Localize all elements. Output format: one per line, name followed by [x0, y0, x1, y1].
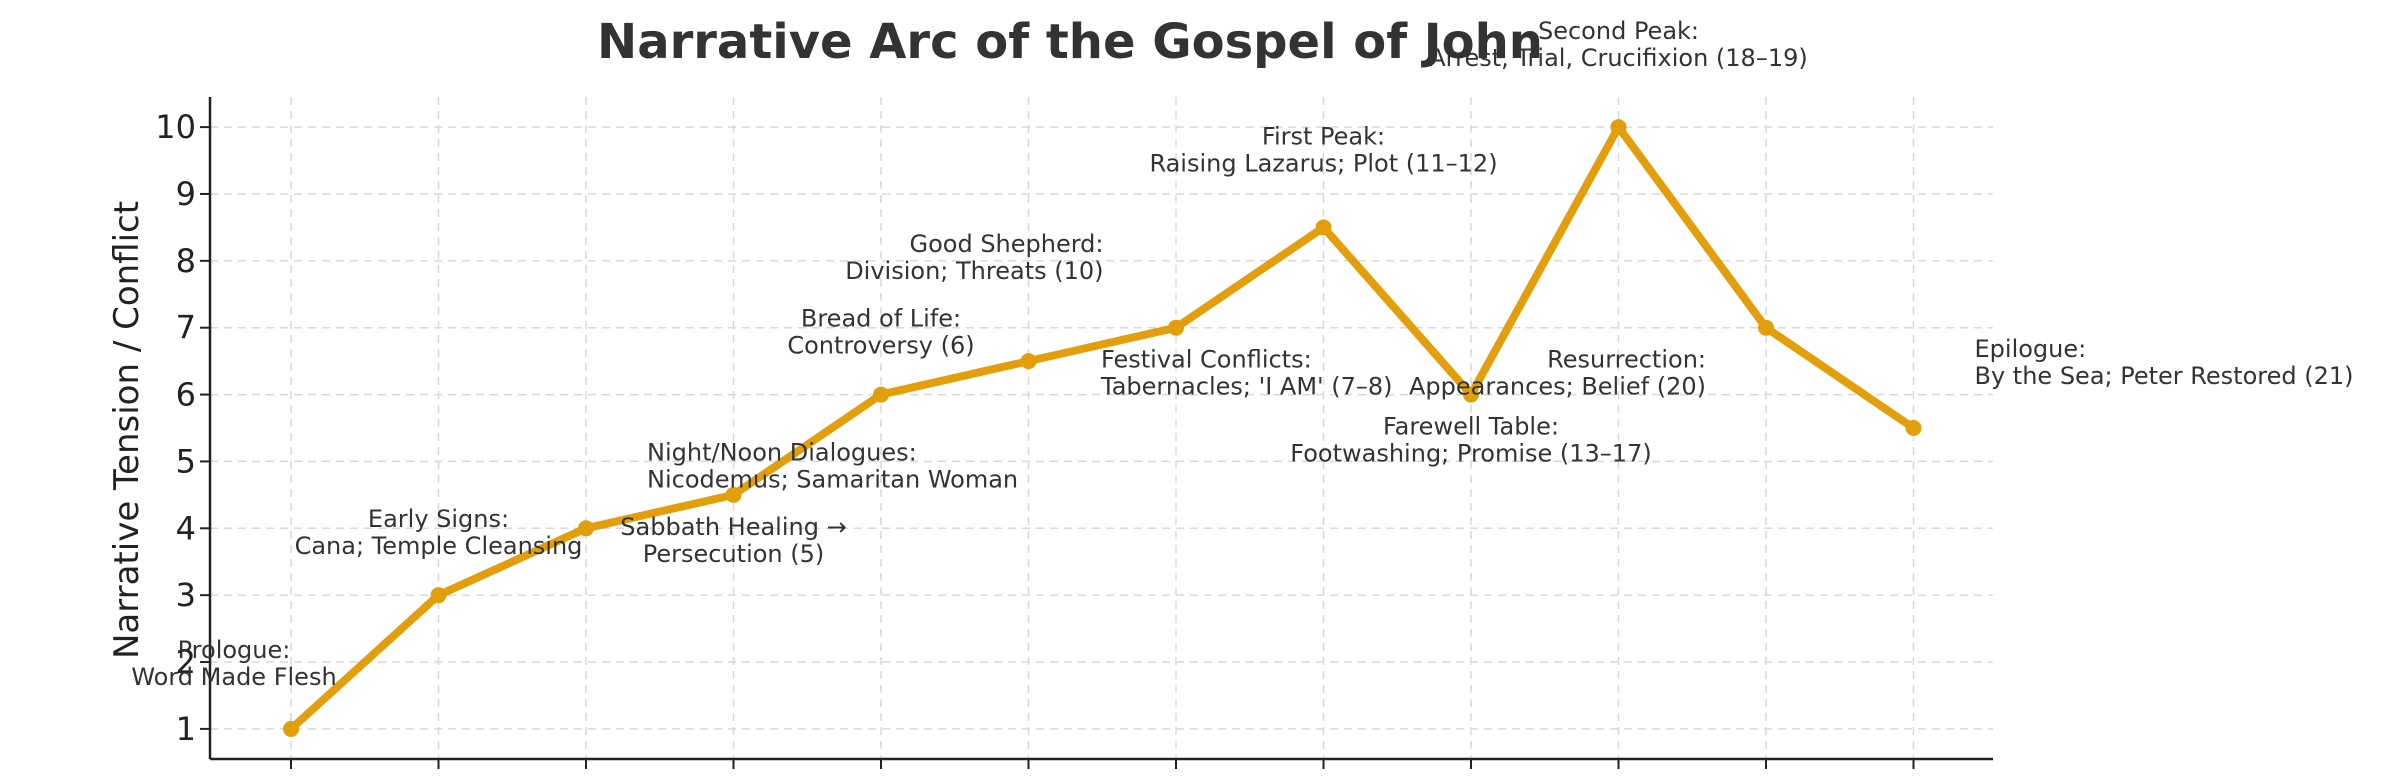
annotation-label: Persecution (5)	[643, 540, 825, 568]
data-point	[1463, 386, 1479, 403]
annotation-label: Raising Lazarus; Plot (11–12)	[1149, 149, 1497, 177]
annotation-label: Epilogue:	[1975, 335, 2087, 363]
grid-lines	[210, 97, 1993, 759]
y-tick-label: 3	[176, 576, 196, 614]
annotation-label: Resurrection:	[1547, 346, 1706, 374]
annotation-label: Controversy (6)	[787, 332, 974, 360]
y-tick-label: 4	[176, 509, 196, 547]
annotation-label: Prologue:	[178, 636, 291, 664]
y-tick-label: 7	[176, 309, 196, 347]
annotation-label: First Peak:	[1262, 122, 1385, 150]
annotation-label: Word Made Flesh	[131, 663, 336, 691]
annotation-label: Good Shepherd:	[909, 230, 1103, 258]
y-axis-label: Narrative Tension / Conflict	[107, 201, 147, 659]
y-tick-label: 9	[176, 175, 196, 213]
annotation-label: Tabernacles; 'I AM' (7–8)	[1100, 373, 1393, 401]
y-tick-label: 2	[176, 643, 196, 681]
annotation-label: Farewell Table:	[1383, 413, 1559, 441]
y-tick-label: 10	[155, 108, 196, 146]
y-tick-label: 1	[176, 710, 196, 748]
y-tick-label: 5	[176, 442, 196, 480]
data-point	[430, 587, 447, 604]
annotation-label: Appearances; Belief (20)	[1409, 373, 1706, 401]
annotation-label: Festival Conflicts:	[1101, 346, 1312, 374]
chart-title: Narrative Arc of the Gospel of John	[597, 14, 1543, 70]
data-point	[1020, 353, 1037, 370]
annotation-label: Early Signs:	[368, 505, 509, 533]
y-tick-label: 6	[176, 376, 196, 414]
annotation-label: Footwashing; Promise (13–17)	[1290, 440, 1651, 468]
data-points	[283, 119, 1922, 737]
annotations: Prologue:Word Made Flesh Early Signs:Cana…	[131, 17, 2353, 691]
series-line	[287, 123, 1918, 733]
data-point	[283, 720, 299, 737]
y-tick-labels: 1 2 3 4 5 6 7 8 9 10	[155, 108, 196, 748]
y-tick-label: 8	[176, 242, 196, 280]
data-point	[1758, 319, 1774, 336]
data-point	[1610, 119, 1627, 136]
annotation-label: By the Sea; Peter Restored (21)	[1975, 362, 2354, 390]
annotation-label: Night/Noon Dialogues:	[647, 438, 917, 466]
data-point	[1905, 420, 1922, 436]
data-point	[578, 520, 594, 537]
annotation-label: Bread of Life:	[801, 305, 961, 333]
data-point	[873, 386, 889, 403]
annotation-label: Sabbath Healing →	[620, 513, 846, 541]
axes	[200, 97, 1993, 769]
annotation-label: Cana; Temple Cleansing	[295, 532, 583, 560]
data-point	[1315, 219, 1332, 236]
annotation-label: Division; Threats (10)	[845, 257, 1103, 285]
data-point	[1168, 319, 1184, 336]
data-point	[725, 486, 742, 503]
annotation-label: Arrest, Trial, Crucifixion (18–19)	[1429, 44, 1807, 72]
annotation-label: Second Peak:	[1538, 17, 1699, 45]
series-narrative-tension	[287, 123, 1918, 733]
annotation-label: Nicodemus; Samaritan Woman	[647, 465, 1018, 493]
